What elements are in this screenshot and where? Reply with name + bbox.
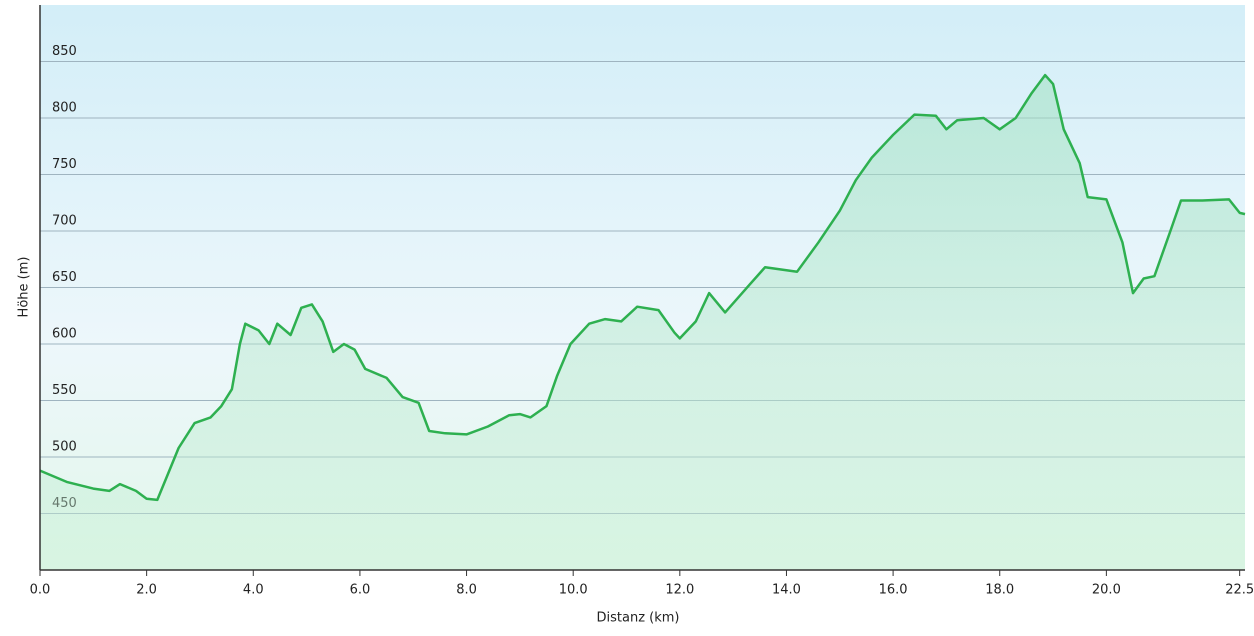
- x-tick-label: 16.0: [879, 583, 908, 598]
- x-tick-label: 20.0: [1092, 583, 1121, 598]
- x-tick-label: 14.0: [772, 583, 801, 598]
- x-tick-label: 4.0: [243, 583, 264, 598]
- x-tick-label: 10.0: [559, 583, 588, 598]
- y-axis-label: Höhe (m): [17, 257, 32, 318]
- x-axis-label: Distanz (km): [597, 611, 680, 626]
- elevation-line: [39, 73, 1246, 502]
- y-tick-label: 800: [52, 101, 77, 116]
- elevation-area: [40, 75, 1245, 570]
- x-tick-label: 8.0: [456, 583, 477, 598]
- y-tick-label: 700: [52, 214, 77, 229]
- x-tick-label: 0.0: [30, 583, 51, 598]
- x-tick-label: 12.0: [665, 583, 694, 598]
- y-tick-label: 850: [52, 44, 77, 59]
- y-tick-label: 600: [52, 327, 77, 342]
- x-tick-label: 6.0: [350, 583, 371, 598]
- y-tick-label: 750: [52, 157, 77, 172]
- y-tick-label: 500: [52, 440, 77, 455]
- y-tick-label: 650: [52, 270, 77, 285]
- y-tick-label: 550: [52, 383, 77, 398]
- x-tick-label: 22.5: [1225, 583, 1254, 598]
- x-tick-label: 2.0: [136, 583, 157, 598]
- x-tick-label: 18.0: [985, 583, 1014, 598]
